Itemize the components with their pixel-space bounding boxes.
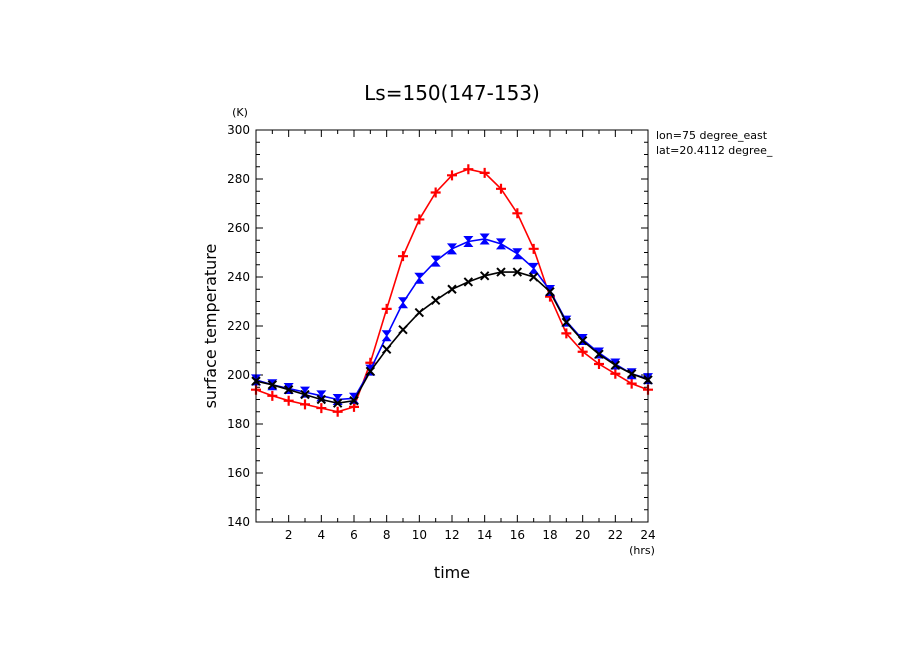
data-point <box>447 170 457 181</box>
data-point <box>447 284 457 294</box>
data-point <box>610 368 621 379</box>
chart-title: Ls=150(147-153) <box>364 81 540 105</box>
data-point <box>430 295 441 305</box>
x-tick-label: 10 <box>412 528 427 542</box>
data-point <box>414 272 425 284</box>
series-2 <box>251 267 653 408</box>
x-tick-label: 22 <box>608 528 623 542</box>
data-point <box>512 208 523 219</box>
data-point <box>594 358 604 369</box>
data-point <box>479 271 490 281</box>
data-point <box>283 384 294 395</box>
y-unit-label: (K) <box>232 106 248 119</box>
x-tick-label: 2 <box>285 528 293 542</box>
data-point <box>283 395 294 406</box>
plot-frame <box>255 129 649 523</box>
x-tick-label: 16 <box>510 528 525 542</box>
data-point <box>561 328 572 339</box>
series-line <box>255 238 649 401</box>
data-point <box>463 235 474 247</box>
x-axis-title: time <box>434 563 470 582</box>
data-point <box>626 369 637 379</box>
axis-ticks: 2 4 6 8 10 12 14 16 18 20 22 2414016018020022024026… <box>227 123 656 542</box>
y-axis-title: surface temperature <box>201 244 220 409</box>
annotation-lon: lon=75 degree_east <box>656 129 768 142</box>
data-point <box>463 277 474 287</box>
y-tick-label: 280 <box>227 172 250 186</box>
data-point <box>365 366 376 377</box>
data-point <box>430 187 441 198</box>
data-point <box>626 378 637 389</box>
y-tick-label: 220 <box>227 319 250 333</box>
data-point <box>479 233 490 245</box>
series-layer <box>250 164 654 417</box>
data-point <box>300 389 310 400</box>
data-point <box>381 303 392 314</box>
series-1 <box>250 233 654 405</box>
annotation-lat: lat=20.4112 degree_ <box>656 144 773 157</box>
y-tick-label: 140 <box>227 515 250 529</box>
data-point <box>349 396 359 406</box>
data-point <box>545 286 555 297</box>
y-tick-label: 240 <box>227 270 250 284</box>
data-point <box>594 349 604 359</box>
data-point <box>430 255 441 267</box>
x-tick-label: 20 <box>575 528 590 542</box>
x-tick-label: 6 <box>350 528 358 542</box>
data-point <box>316 403 327 414</box>
data-point <box>512 267 523 277</box>
data-point <box>398 324 408 335</box>
data-point <box>267 390 278 401</box>
x-tick-label: 12 <box>444 528 459 542</box>
data-point <box>528 272 539 282</box>
y-tick-label: 260 <box>227 221 250 235</box>
y-tick-label: 200 <box>227 368 250 382</box>
data-point <box>512 248 523 260</box>
data-point <box>610 360 621 370</box>
data-point <box>446 243 458 255</box>
x-tick-label: 4 <box>318 528 326 542</box>
x-tick-label: 8 <box>383 528 391 542</box>
data-point <box>496 183 506 194</box>
data-point <box>267 380 278 390</box>
y-tick-label: 160 <box>227 466 250 480</box>
y-tick-label: 300 <box>227 123 250 137</box>
x-tick-label: 24 <box>640 528 655 542</box>
data-point <box>495 238 507 250</box>
data-point <box>332 398 343 408</box>
data-point <box>300 399 310 410</box>
data-point <box>528 262 539 274</box>
y-tick-label: 180 <box>227 417 250 431</box>
data-point <box>561 317 572 328</box>
data-point <box>397 297 409 309</box>
x-tick-label: 14 <box>477 528 492 542</box>
x-unit-label: (hrs) <box>629 544 655 557</box>
data-point <box>528 243 539 254</box>
x-tick-label: 18 <box>542 528 557 542</box>
data-point <box>381 330 392 342</box>
data-point <box>577 335 588 346</box>
series-line <box>255 271 649 405</box>
data-point <box>496 267 506 277</box>
data-point <box>398 251 408 262</box>
data-point <box>414 307 425 318</box>
data-point <box>577 346 588 357</box>
data-point <box>463 164 474 175</box>
data-point <box>479 167 490 178</box>
data-point <box>381 344 392 354</box>
data-point <box>332 406 343 417</box>
data-point <box>414 214 425 225</box>
data-point <box>316 394 327 405</box>
